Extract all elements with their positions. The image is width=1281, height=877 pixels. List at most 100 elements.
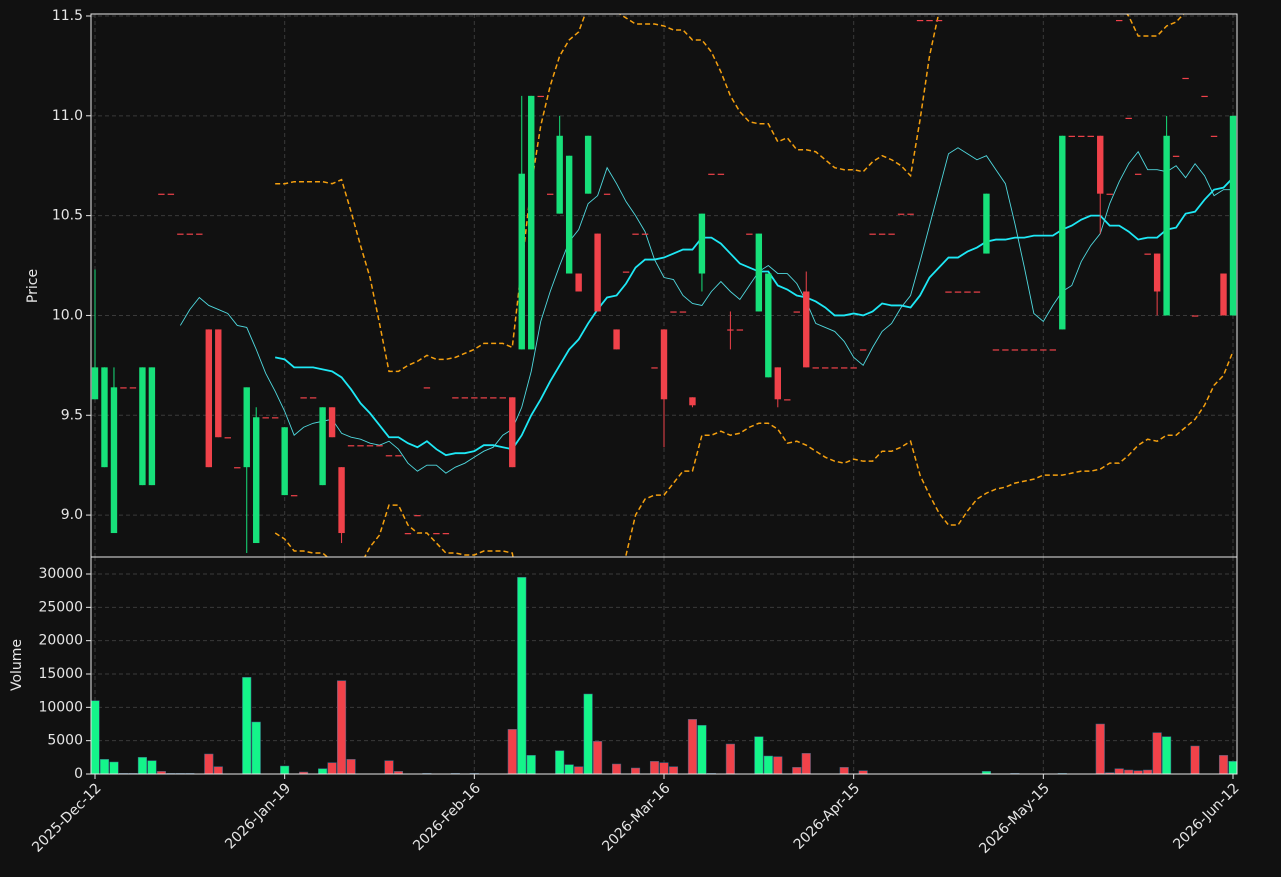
volume-bar — [754, 736, 764, 774]
volume-bar — [564, 764, 574, 774]
volume-bar — [1162, 736, 1172, 774]
volume-bar — [99, 759, 110, 774]
candle-body — [565, 155, 573, 274]
candle-body — [822, 367, 829, 369]
candle-body — [215, 329, 222, 438]
candle-body — [309, 397, 317, 399]
candle-body — [1220, 273, 1227, 316]
candle-body — [518, 173, 525, 350]
volume-bar — [147, 760, 157, 774]
candle-body — [224, 437, 231, 439]
volume-bar — [725, 743, 735, 774]
y-tick-label: 0 — [74, 766, 83, 782]
candle-body — [471, 397, 478, 399]
candle-body — [575, 273, 582, 292]
candle-body — [831, 367, 838, 369]
volume-bar — [337, 680, 347, 774]
candle-body — [1163, 135, 1170, 316]
candle-body — [660, 329, 668, 400]
y-tick-label: 11.0 — [52, 108, 83, 124]
volume-bar — [1228, 761, 1237, 774]
plot-area — [91, 14, 1237, 557]
candle-body — [689, 397, 696, 406]
line — [274, 351, 1234, 557]
candle-body — [177, 233, 184, 235]
candle-body — [679, 311, 687, 313]
candle-body — [1125, 117, 1132, 120]
candle-body — [300, 397, 307, 399]
candle-body — [101, 367, 108, 468]
candle-body — [234, 467, 241, 469]
candle-body — [954, 291, 962, 293]
volume-bar — [649, 761, 660, 774]
candle-body — [319, 407, 326, 486]
volume-bar — [251, 721, 261, 774]
candle-body — [433, 533, 440, 535]
volume-bar — [299, 771, 309, 774]
candle-body — [916, 19, 924, 22]
candle-body — [727, 329, 734, 331]
volume-bar — [1152, 732, 1162, 774]
y-tick-label: 10.0 — [52, 307, 83, 323]
volume-bar — [763, 755, 773, 774]
candle-body — [461, 397, 469, 399]
candle-body — [347, 445, 355, 447]
volume-bar — [1114, 768, 1124, 774]
panel-frame — [90, 556, 1238, 775]
y-tick-label: 9.5 — [61, 407, 83, 423]
candle-body — [376, 445, 383, 447]
line — [179, 147, 1233, 474]
candle-body — [622, 271, 630, 273]
candle-body — [129, 387, 137, 389]
candle-body — [1191, 315, 1199, 317]
volume-bar — [517, 577, 527, 774]
candle-body — [1210, 135, 1218, 137]
candle-body — [490, 397, 497, 399]
volume-bar — [213, 766, 223, 774]
candle-body — [205, 329, 212, 468]
candle-body — [556, 135, 563, 214]
candle-body — [385, 455, 393, 457]
candle-body — [547, 193, 554, 195]
candle-body — [812, 367, 819, 369]
volume-bar — [280, 765, 290, 774]
candle-body — [167, 193, 175, 195]
volume-bar — [204, 753, 214, 774]
y-tick-label: 11.5 — [52, 8, 83, 24]
candle-body — [698, 213, 706, 274]
volume-bar — [318, 768, 328, 774]
candle-body — [897, 213, 905, 215]
candle-body — [945, 291, 952, 293]
candle-body — [670, 311, 677, 313]
candle-body — [878, 233, 886, 235]
candle-body — [1049, 349, 1057, 351]
candle-body — [964, 291, 971, 293]
y-tick-label: 10.5 — [52, 208, 83, 224]
candle-body — [1068, 135, 1075, 137]
candle-body — [338, 467, 345, 534]
candle-body — [290, 495, 298, 497]
volume-bar — [574, 766, 584, 774]
candle-body — [196, 233, 203, 235]
y-axis-label: Price — [25, 269, 41, 303]
candle-body — [1134, 173, 1142, 175]
volume-bar — [697, 725, 707, 774]
candle-body — [736, 329, 744, 331]
candle-body — [973, 291, 981, 293]
volume-bar — [1190, 745, 1200, 774]
candle-body — [328, 407, 336, 438]
candle-body — [935, 19, 943, 22]
candle-body — [357, 445, 364, 447]
candle-body — [414, 515, 421, 517]
candle-body — [1229, 115, 1237, 316]
volume-bar — [1218, 755, 1229, 774]
volume-bar — [1095, 723, 1105, 774]
volume-bar — [583, 693, 593, 774]
candle-body — [480, 397, 488, 399]
candle-body — [1106, 193, 1113, 195]
candle-body — [641, 233, 649, 235]
volume-bar — [631, 767, 641, 774]
volume-bar — [109, 761, 119, 774]
